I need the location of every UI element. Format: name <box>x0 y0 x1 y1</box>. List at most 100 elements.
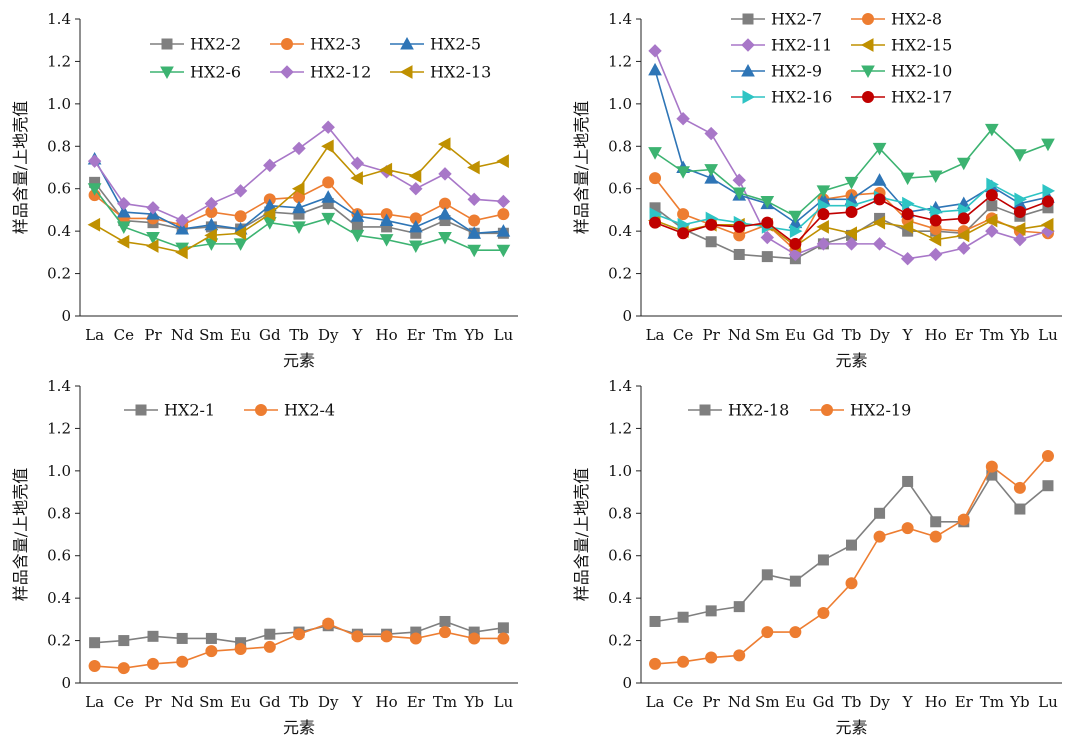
data-point <box>1014 192 1027 207</box>
y-tick-label: 0 <box>622 674 632 692</box>
x-tick-label: Yb <box>1009 326 1030 344</box>
data-point <box>928 232 942 247</box>
x-tick-label: Dy <box>318 326 339 344</box>
x-tick-label: La <box>85 326 104 344</box>
y-tick-label: 0.6 <box>47 180 71 198</box>
data-point <box>205 645 218 658</box>
data-point <box>929 214 942 227</box>
x-axis-title: 元素 <box>283 351 315 370</box>
data-point <box>408 219 423 233</box>
data-point <box>233 184 248 198</box>
x-tick-label: Lu <box>1038 326 1058 344</box>
data-point <box>817 606 830 619</box>
data-point <box>789 224 803 238</box>
x-tick-label: Sm <box>755 326 780 344</box>
x-tick-label: Ho <box>925 693 947 711</box>
series-hx2-19 <box>649 450 1054 670</box>
data-point <box>1013 481 1026 494</box>
x-tick-label: Y <box>351 693 363 711</box>
data-point <box>496 244 511 258</box>
y-tick-label: 0.2 <box>608 265 632 283</box>
data-point <box>816 237 831 251</box>
data-point <box>88 660 101 673</box>
data-point <box>497 632 510 645</box>
data-point <box>467 160 480 175</box>
y-tick-label: 1.4 <box>47 377 71 395</box>
data-point <box>789 575 801 587</box>
data-point <box>409 632 422 645</box>
data-point <box>497 622 509 634</box>
data-point <box>761 216 774 229</box>
data-point <box>234 210 247 223</box>
data-point <box>147 657 159 670</box>
series-hx2-18 <box>649 469 1054 627</box>
data-point <box>704 126 718 141</box>
data-point <box>175 221 190 235</box>
x-axis-title: 元素 <box>283 718 315 737</box>
data-point <box>408 240 423 254</box>
y-tick-label: 1.0 <box>608 462 632 480</box>
data-point <box>845 206 858 219</box>
data-point <box>438 167 452 181</box>
legend-label: HX2-1 <box>164 401 215 420</box>
chart-svg-4: 0 0.2 0.4 0.6 0.8 1.0 1.2 1.4 La Ce Pr Nd Sm Eu Gd Tb Dy… <box>572 377 1062 737</box>
x-tick-label: Tm <box>980 326 1004 344</box>
y-axis-title: 样品含量/上地壳值 <box>11 468 30 601</box>
data-point <box>705 218 718 231</box>
legend-marker <box>281 38 293 50</box>
data-point <box>116 221 131 234</box>
legend-label: HX2-9 <box>771 62 822 81</box>
data-point <box>204 217 219 231</box>
data-point <box>874 507 886 519</box>
x-tick-label: Sm <box>755 693 780 711</box>
data-point <box>439 615 451 627</box>
legend-label: HX2-2 <box>190 35 241 54</box>
data-point <box>901 208 914 221</box>
chart-panel-3: 0 0.2 0.4 0.6 0.8 1.0 1.2 1.4 La Ce Pr Nd Sm Eu Gd Tb Dy… <box>0 370 537 740</box>
x-tick-label: Tb <box>289 326 309 344</box>
x-tick-label: Dy <box>318 693 339 711</box>
legend-marker <box>399 65 413 79</box>
data-point <box>175 245 188 260</box>
data-point <box>1041 195 1054 208</box>
data-point <box>705 236 717 248</box>
legend: HX2-7 HX2-8 HX2-11 HX2-15 HX2-9 HX2-10 HX2-16 H… <box>731 10 952 107</box>
y-tick-label: 0.4 <box>608 589 632 607</box>
legend-marker <box>821 404 833 416</box>
series-hx2-10 <box>648 123 1055 224</box>
data-point <box>1042 183 1056 198</box>
data-point <box>705 651 718 664</box>
data-point <box>817 208 830 221</box>
x-tick-label: Ce <box>673 326 693 344</box>
y-tick-label: 1.4 <box>47 10 71 28</box>
data-point <box>409 182 423 196</box>
data-point <box>147 630 159 642</box>
data-point <box>844 226 857 241</box>
y-tick-label: 0.8 <box>47 504 71 522</box>
data-point <box>496 224 511 237</box>
data-point <box>1041 138 1055 152</box>
x-tick-label: Tb <box>289 693 309 711</box>
x-tick-label: La <box>85 693 104 711</box>
legend: HX2-1 HX2-4 <box>124 401 335 420</box>
data-point <box>497 208 510 221</box>
series-hx2-11 <box>648 44 1055 266</box>
data-point <box>116 205 131 218</box>
legend-marker <box>741 63 755 77</box>
y-tick-label: 0 <box>61 674 71 692</box>
data-point <box>321 190 336 203</box>
data-point <box>649 172 662 185</box>
x-tick-label: Er <box>407 326 426 344</box>
data-point <box>351 630 364 643</box>
data-point <box>379 234 394 247</box>
x-tick-label: Y <box>902 326 914 344</box>
y-tick-label: 0.4 <box>47 589 71 607</box>
legend-label: HX2-12 <box>310 63 371 82</box>
data-point <box>957 212 970 225</box>
x-tick-label: Tm <box>433 326 457 344</box>
y-tick-label: 0.2 <box>47 265 71 283</box>
y-axis-title: 样品含量/上地壳值 <box>572 468 591 601</box>
x-tick-label: Ce <box>114 693 134 711</box>
data-point <box>873 193 886 206</box>
data-point <box>467 192 481 207</box>
